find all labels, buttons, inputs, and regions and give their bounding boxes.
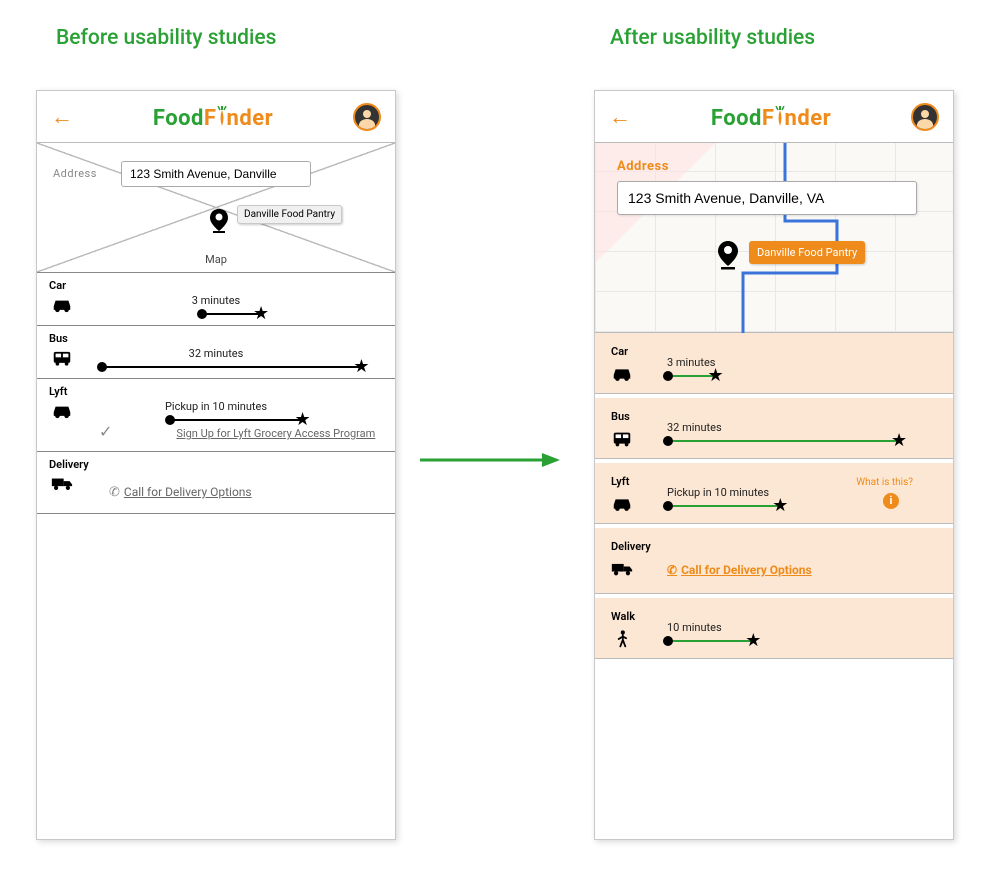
topbar-before: ← FoodFnder: [37, 91, 395, 143]
row-lyft[interactable]: Lyft Pickup in 10 minutes What is this? …: [595, 463, 953, 524]
carrot-icon: [775, 106, 785, 134]
map-pin-icon: [209, 209, 229, 239]
car-icon: [611, 495, 633, 517]
car-icon: [611, 365, 633, 387]
app-logo: FoodFnder: [153, 103, 273, 131]
heading-before: Before usability studies: [56, 26, 276, 50]
car-icon: [51, 297, 73, 315]
row-bus[interactable]: Bus 32 minutes ★: [37, 326, 395, 379]
phone-icon: ✆: [667, 563, 677, 577]
track-start-icon: [663, 636, 673, 646]
bus-icon: [611, 430, 633, 452]
transition-arrow-icon: [420, 450, 560, 454]
phone-after: ← FoodFnder Address Danville Food Pantry…: [594, 90, 954, 840]
time-label: 3 minutes: [49, 294, 383, 307]
phone-icon: ✆: [109, 485, 120, 500]
track-start-icon: [663, 501, 673, 511]
row-delivery[interactable]: Delivery ✆ Call for Delivery Options: [37, 452, 395, 514]
time-label: 10 minutes: [667, 621, 937, 634]
track-start-icon: [663, 436, 673, 446]
address-input[interactable]: [121, 161, 311, 187]
track-end-icon: ★: [253, 303, 269, 324]
avatar-icon[interactable]: [353, 103, 381, 131]
mode-label: Car: [49, 279, 383, 292]
row-car[interactable]: Car 3 minutes ★: [37, 273, 395, 326]
call-delivery-link[interactable]: Call for Delivery Options: [681, 563, 812, 577]
logo-f: F: [204, 106, 217, 131]
row-car[interactable]: Car 3 minutes ★: [595, 333, 953, 394]
map-placeholder: Address Danville Food Pantry Map: [37, 143, 395, 273]
address-label: Address: [53, 167, 97, 180]
row-bus[interactable]: Bus 32 minutes ★: [595, 398, 953, 459]
app-logo: FoodFnder: [711, 103, 831, 131]
time-label: Pickup in 10 minutes: [49, 400, 383, 413]
mode-label: Lyft: [49, 385, 383, 398]
track-end-icon: ★: [745, 630, 761, 651]
track-start-icon: [197, 309, 207, 319]
map-caption: Map: [37, 253, 395, 266]
carrot-icon: [217, 106, 227, 134]
back-arrow-icon[interactable]: ←: [609, 104, 631, 130]
truck-icon: [51, 476, 73, 494]
map-pin-icon: [717, 241, 739, 275]
car-icon: [51, 403, 73, 421]
call-delivery-link[interactable]: Call for Delivery Options: [124, 485, 252, 499]
map-view[interactable]: Address Danville Food Pantry: [595, 143, 953, 333]
logo-food: Food: [711, 106, 762, 131]
logo-food: Food: [153, 106, 204, 131]
mode-label: Bus: [49, 332, 383, 345]
back-arrow-icon[interactable]: ←: [51, 104, 73, 130]
avatar-icon[interactable]: [911, 103, 939, 131]
track-end-icon: ★: [353, 356, 369, 377]
row-lyft[interactable]: Lyft Pickup in 10 minutes ★ ✓Sign Up for…: [37, 379, 395, 452]
address-input[interactable]: [617, 181, 917, 215]
track-end-icon: ★: [707, 365, 723, 386]
track-end-icon: ★: [891, 430, 907, 451]
time-label: 32 minutes: [49, 347, 383, 360]
whatis-link[interactable]: What is this?: [856, 477, 913, 488]
logo-f: F: [762, 106, 775, 131]
track-start-icon: [663, 371, 673, 381]
track-start-icon: [97, 362, 107, 372]
address-label: Address: [617, 159, 669, 174]
pantry-tooltip: Danville Food Pantry: [237, 205, 342, 224]
mode-label: Delivery: [611, 540, 937, 553]
phone-before: ← FoodFnder Address Danville Food Pantry…: [36, 90, 396, 840]
logo-nder: nder: [785, 106, 832, 131]
track-end-icon: ★: [772, 495, 788, 516]
row-delivery[interactable]: Delivery ✆ Call for Delivery Options: [595, 528, 953, 594]
truck-icon: [611, 560, 633, 582]
walk-icon: [611, 630, 633, 652]
row-walk[interactable]: Walk 10 minutes ★: [595, 598, 953, 659]
checkmark-icon: ✓: [99, 422, 112, 441]
bus-icon: [51, 350, 73, 368]
mode-label: Delivery: [49, 458, 383, 471]
lyft-signup-link[interactable]: Sign Up for Lyft Grocery Access Program: [176, 427, 375, 440]
pantry-tooltip[interactable]: Danville Food Pantry: [749, 241, 865, 264]
topbar-after: ← FoodFnder: [595, 91, 953, 143]
logo-nder: nder: [227, 106, 274, 131]
heading-after: After usability studies: [610, 26, 815, 50]
info-icon[interactable]: i: [883, 493, 899, 509]
track-start-icon: [165, 415, 175, 425]
